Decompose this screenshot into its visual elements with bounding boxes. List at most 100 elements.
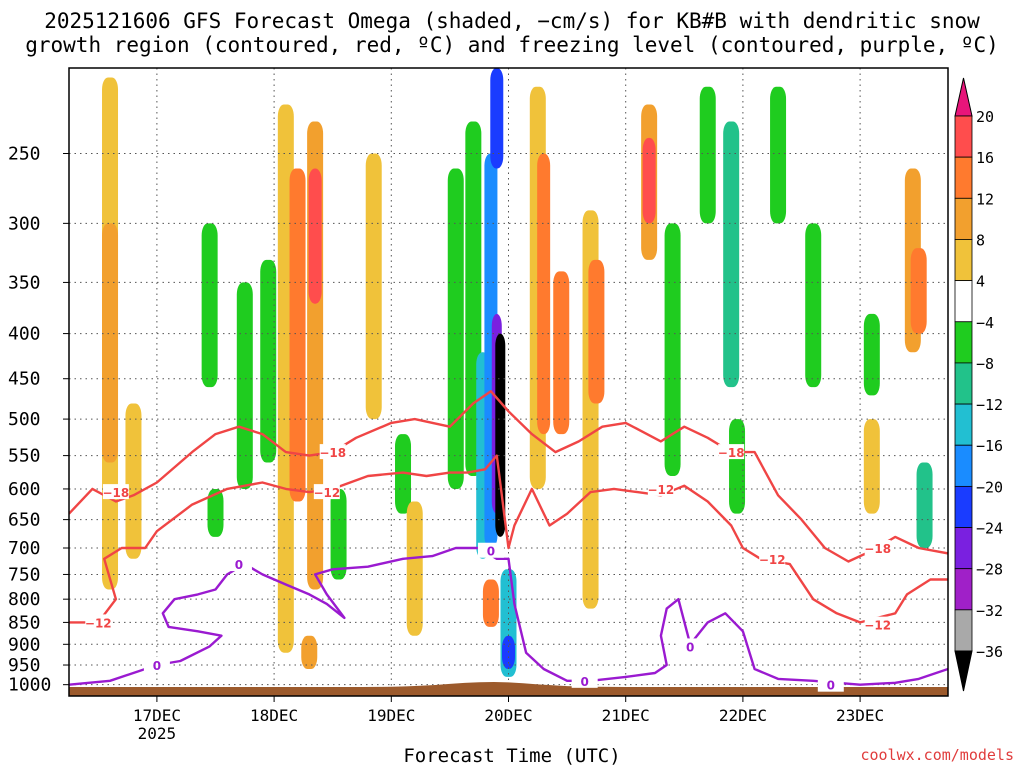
contour-label-dgz-upper: −18 [319, 446, 346, 460]
omega-shaded-cell [330, 488, 347, 580]
colorbar-label: −8 [976, 355, 994, 373]
y-tick-label: 400 [8, 324, 41, 345]
contour-label-bg [85, 614, 112, 630]
x-tick-year-label: 2025 [138, 724, 177, 743]
omega-shaded-cell [729, 419, 746, 514]
contour-dgz-upper [69, 390, 948, 563]
omega-shaded-cell [770, 86, 787, 224]
colorbar-label: −16 [976, 437, 1003, 455]
colorbar-band [954, 280, 973, 323]
contour-label-bg [817, 676, 844, 692]
x-tick-label: 19DEC [367, 706, 415, 725]
omega-shaded-cell [723, 121, 740, 388]
x-tick-label: 18DEC [250, 706, 298, 725]
omega-shaded-cell [482, 579, 499, 627]
y-tick-label: 250 [8, 143, 41, 164]
contour-label-freezing-level: 0 [686, 640, 694, 654]
chart-title-line2: growth region (contoured, red, ºC) and f… [25, 33, 999, 57]
contour-label-dgz-lower: −12 [647, 483, 674, 497]
contour-label-dgz-lower: −12 [313, 486, 340, 500]
omega-shaded-cell [395, 434, 412, 514]
omega-shaded-cell [642, 137, 656, 224]
contour-freezing-level [69, 546, 948, 686]
contour-label-dgz-lower: −12 [864, 619, 891, 633]
colorbar: 20 16 12 8 4 −4 −8 −12 −16 −20 −24 −28 −32 −36 [954, 77, 1003, 692]
colorbar-label: 4 [976, 273, 985, 291]
colorbar-band [954, 321, 973, 364]
colorbar-band [954, 239, 973, 282]
colorbar-band [954, 485, 973, 528]
contour-label-freezing-level: 0 [487, 545, 495, 559]
y-tick-label: 600 [8, 479, 41, 500]
contour-label-dgz-upper: −18 [102, 486, 129, 500]
colorbar-band [954, 527, 973, 570]
colorbar-band [954, 115, 973, 158]
omega-shaded-cell [102, 223, 119, 463]
omega-shaded-cell [207, 488, 224, 537]
contour-label-bg [571, 672, 598, 688]
x-tick-label: 20DEC [484, 706, 532, 725]
omega-shaded-cell [236, 282, 253, 489]
x-tick-label: 23DEC [836, 706, 884, 725]
contour-label-bg [864, 540, 891, 556]
axes: 2503003504004505005506006507007508008509… [8, 67, 949, 743]
site-credit: coolwx.com/models [860, 746, 1014, 764]
contour-label-bg [225, 556, 252, 572]
colorbar-band [954, 362, 973, 405]
colorbar-band [954, 197, 973, 240]
colorbar-label: −24 [976, 520, 1003, 538]
contour-label-dgz-upper: −18 [718, 446, 745, 460]
omega-shaded-cell [490, 68, 504, 169]
contour-label-dgz-lower: −12 [759, 553, 786, 567]
omega-shaded-cell [664, 223, 681, 476]
contour-label-bg [313, 484, 340, 500]
omega-shaded-cell [447, 168, 464, 489]
contour-label-bg [677, 638, 704, 654]
y-tick-label: 550 [8, 446, 41, 467]
omega-shaded-cell [805, 223, 822, 388]
colorbar-band [954, 609, 973, 652]
colorbar-label: −4 [976, 314, 994, 332]
y-tick-label: 750 [8, 564, 41, 585]
y-tick-label: 500 [8, 409, 41, 430]
omega-shaded-cell [291, 434, 305, 502]
y-tick-label: 900 [8, 634, 41, 655]
colorbar-top-arrow [954, 77, 973, 117]
colorbar-band [954, 444, 973, 487]
contour-label-bg [477, 542, 504, 558]
colorbar-label: −32 [976, 602, 1003, 620]
colorbar-label: 12 [976, 190, 994, 208]
colorbar-label: −12 [976, 396, 1003, 414]
omega-shaded-cell [260, 259, 277, 463]
x-tick-label: 17DEC [133, 706, 181, 725]
omega-shaded-cell [495, 333, 506, 537]
contour-label-bg [759, 550, 786, 566]
colorbar-label: −36 [976, 643, 1003, 661]
colorbar-label: −20 [976, 478, 1003, 496]
chart-title-line1: 2025121606 GFS Forecast Omega (shaded, −… [44, 9, 980, 33]
omega-shaded-cell [201, 223, 218, 388]
contour-label-dgz-upper: −18 [864, 542, 891, 556]
contour-label-freezing-level: 0 [153, 659, 161, 673]
omega-shaded-cell [863, 313, 880, 396]
y-tick-label: 1000 [8, 675, 51, 696]
contour-label-bg [102, 484, 129, 500]
omega-shaded-cell [553, 271, 570, 435]
colorbar-band [954, 403, 973, 446]
omega-shaded-cell [863, 419, 880, 514]
y-tick-label: 350 [8, 272, 41, 293]
colorbar-label: −28 [976, 561, 1003, 579]
omega-shaded-cell [301, 635, 318, 670]
omega-shaded-cell [537, 153, 551, 435]
omega-shaded-cell [910, 248, 927, 334]
colorbar-label: 16 [976, 149, 994, 167]
contour-label-freezing-level: 0 [235, 558, 243, 572]
terrain-surface [69, 682, 948, 696]
omega-shaded-cell [125, 403, 142, 559]
x-tick-label: 21DEC [602, 706, 650, 725]
plot-area: −18 −18 −18 −18 −12 −12 −12 −12 −12 0 0 0 0 0 0 [69, 68, 948, 696]
contour-label-bg [718, 444, 745, 460]
contour-label-bg [143, 657, 170, 673]
omega-shaded-cell [699, 86, 716, 224]
